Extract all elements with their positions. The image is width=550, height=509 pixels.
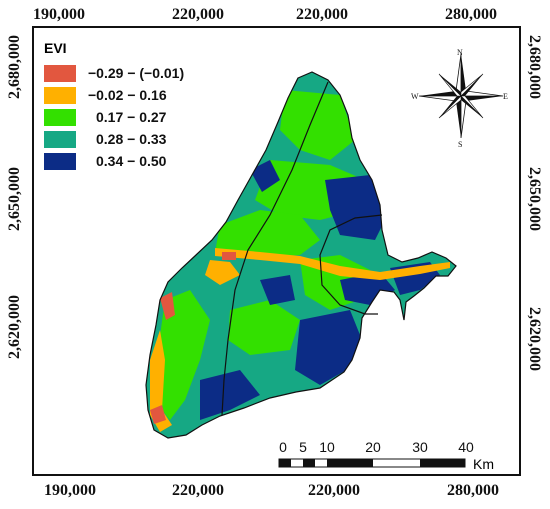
legend-label: 0.34 − 0.50 [96, 153, 167, 169]
legend-swatch [44, 64, 76, 82]
legend-item: −0.29 − (−0.01) [44, 62, 184, 84]
legend-swatch [44, 152, 76, 170]
scale-label: 30 [412, 439, 428, 455]
scale-label: 40 [458, 439, 474, 455]
legend-swatch [44, 86, 76, 104]
legend-item: 0.17 − 0.27 [44, 106, 184, 128]
evi-legend: EVI −0.29 − (−0.01) −0.02 − 0.16 0.17 − … [44, 40, 184, 172]
legend-label: 0.28 − 0.33 [96, 131, 167, 147]
scale-bar [278, 458, 466, 468]
region-outline [145, 71, 457, 439]
compass-south: S [458, 140, 463, 149]
scale-label: 0 [279, 439, 287, 455]
legend-item: −0.02 − 0.16 [44, 84, 184, 106]
bottom-tick: 280,000 [447, 482, 499, 499]
legend-item: 0.28 − 0.33 [44, 128, 184, 150]
compass-rose [418, 53, 504, 139]
legend-label: −0.29 − (−0.01) [88, 65, 185, 81]
bottom-tick: 190,000 [44, 482, 96, 499]
bottom-tick: 220,000 [308, 482, 360, 499]
legend-label: 0.17 − 0.27 [96, 109, 167, 125]
compass-north: N [457, 48, 463, 57]
scale-label: 5 [299, 439, 307, 455]
legend-label: −0.02 − 0.16 [88, 87, 167, 103]
legend-swatch [44, 130, 76, 148]
top-tick: 220,000 [296, 6, 348, 23]
top-tick: 220,000 [172, 6, 224, 23]
legend-item: 0.34 − 0.50 [44, 150, 184, 172]
evi-raster [146, 72, 456, 438]
bottom-tick: 220,000 [172, 482, 224, 499]
legend-swatch [44, 108, 76, 126]
legend-title: EVI [44, 40, 67, 56]
top-tick: 190,000 [33, 6, 85, 23]
scale-label: 10 [319, 439, 335, 455]
district-boundary [221, 81, 329, 416]
scale-unit: Km [473, 456, 494, 472]
scale-label: 20 [365, 439, 381, 455]
district-boundary [319, 214, 383, 315]
top-tick: 280,000 [445, 6, 497, 23]
compass-east: E [503, 92, 508, 101]
compass-west: W [411, 92, 419, 101]
